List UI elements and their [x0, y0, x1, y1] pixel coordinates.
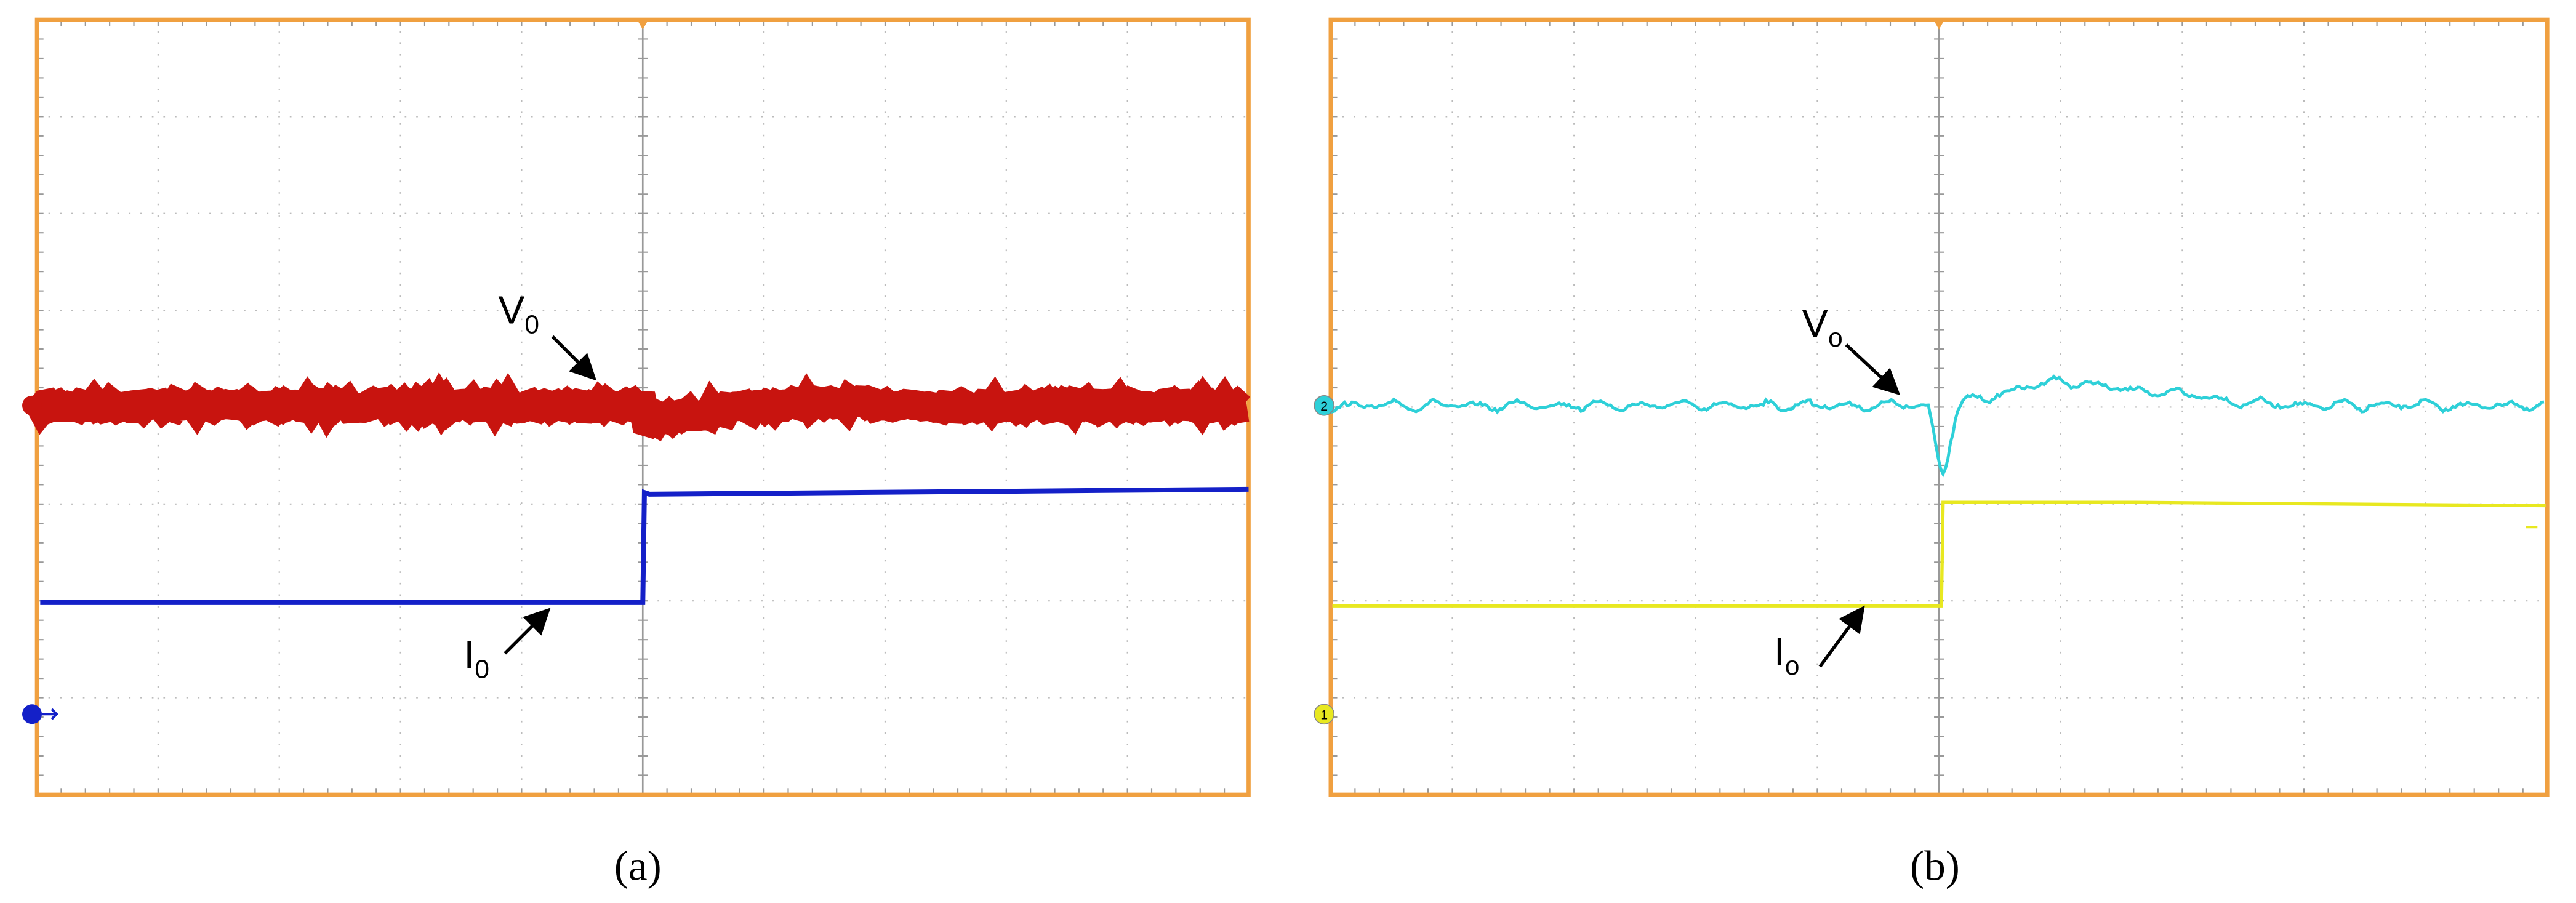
channel-marker	[22, 395, 42, 415]
trace-label: Vo	[1802, 301, 1842, 353]
label-main: I	[1774, 629, 1785, 673]
current-trace	[40, 486, 1249, 605]
label-arrow	[1818, 605, 1865, 668]
channel-marker	[22, 704, 42, 724]
channel-marker	[1314, 704, 1334, 725]
channel-marker	[1314, 395, 1334, 416]
label-arrow	[504, 608, 551, 655]
trigger	[1932, 18, 1946, 30]
label-arrow	[551, 335, 597, 381]
trace-label: I0	[464, 633, 490, 684]
current-trace	[1332, 500, 2546, 608]
label-arrow	[1845, 343, 1901, 396]
caption: (a)	[614, 842, 662, 889]
label-main: V	[499, 287, 525, 332]
marker-arrow	[42, 708, 58, 720]
label-sub: o	[1828, 323, 1843, 353]
caption: (b)	[1910, 842, 1960, 889]
trigger	[636, 18, 649, 30]
voltage-trace	[23, 372, 1251, 442]
trace-label: V0	[499, 287, 539, 339]
label-sub: o	[1785, 651, 1800, 681]
label-sub: 0	[524, 310, 539, 339]
label-main: V	[1802, 301, 1828, 345]
voltage-trace	[1331, 374, 2545, 478]
label-main: I	[464, 633, 475, 677]
channel-number: 1	[1320, 707, 1328, 722]
channel-number: 2	[1320, 399, 1328, 414]
label-sub: 0	[475, 655, 489, 684]
trace-label: Io	[1774, 629, 1800, 681]
